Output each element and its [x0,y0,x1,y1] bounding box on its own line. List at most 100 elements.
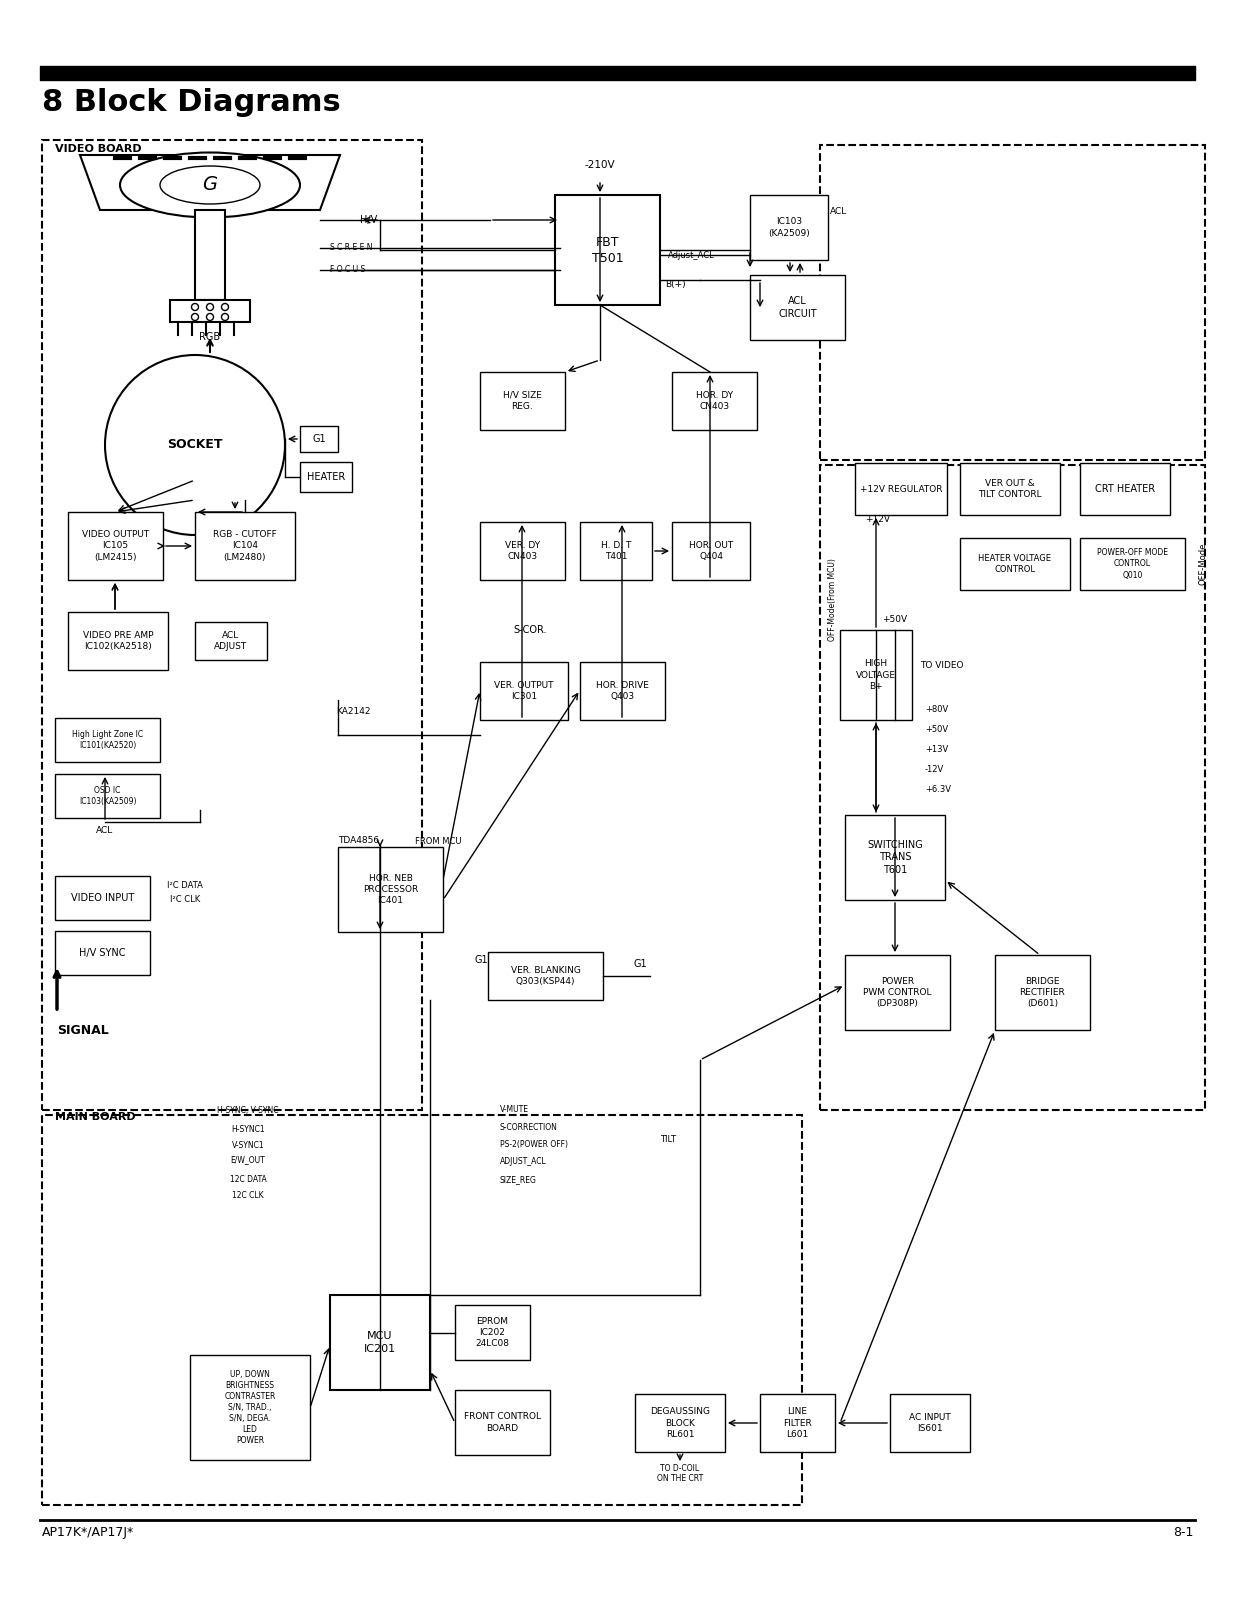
Text: High Light Zone IC
IC101(KA2520): High Light Zone IC IC101(KA2520) [72,730,143,750]
Bar [195,512,295,579]
Text: S-COR.: S-COR. [514,626,547,635]
Text: V-SYNC1: V-SYNC1 [232,1141,264,1149]
Text: VIDEO BOARD: VIDEO BOARD [56,144,142,154]
Text: OFF-Mode: OFF-Mode [1198,542,1207,586]
Circle shape [191,304,199,310]
Text: +50V: +50V [925,725,948,734]
Text: HOR. OUT
Q404: HOR. OUT Q404 [689,541,734,562]
Bar [56,774,161,818]
Text: VER. OUTPUT
IC301: VER. OUTPUT IC301 [494,682,553,701]
Text: ACL: ACL [830,208,847,216]
Circle shape [221,304,228,310]
Bar [760,1394,835,1453]
Bar [855,462,947,515]
Text: VER. DY
CN403: VER. DY CN403 [505,541,540,562]
Text: HIGH
VOLTAGE
B+: HIGH VOLTAGE B+ [856,659,897,691]
Text: +12V REGULATOR: +12V REGULATOR [860,485,942,493]
Bar [195,210,225,301]
Text: MAIN BOARD: MAIN BOARD [56,1112,136,1122]
Bar [480,522,564,579]
Text: FRONT CONTROL
BOARD: FRONT CONTROL BOARD [464,1413,541,1432]
Text: E/W_OUT: E/W_OUT [231,1155,266,1165]
Text: +12V: +12V [866,515,890,525]
Text: AP17K*/AP17J*: AP17K*/AP17J* [42,1526,135,1539]
Text: LINE
FILTER
L601: LINE FILTER L601 [783,1408,811,1438]
Text: VIDEO OUTPUT
IC105
(LM2415): VIDEO OUTPUT IC105 (LM2415) [82,531,149,562]
Bar [750,195,827,259]
Text: IC103
(KA2509): IC103 (KA2509) [768,218,810,237]
Text: HOR. DY
CN403: HOR. DY CN403 [697,390,734,411]
Text: HEATER: HEATER [306,472,345,482]
Text: SOCKET: SOCKET [167,438,222,451]
Text: G1: G1 [474,955,488,965]
Text: -210V: -210V [584,160,615,170]
Text: TDA4856: TDA4856 [338,835,379,845]
Text: PS-2(POWER OFF): PS-2(POWER OFF) [500,1141,568,1149]
Text: FROM MCU: FROM MCU [415,837,461,846]
Text: VER. BLANKING
Q303(KSP44): VER. BLANKING Q303(KSP44) [510,966,580,986]
Bar [454,1390,550,1454]
Bar [480,371,564,430]
Bar [300,426,338,451]
Text: EPROM
IC202
24LC08: EPROM IC202 24LC08 [475,1317,510,1349]
Text: AC INPUT
IS601: AC INPUT IS601 [909,1413,951,1434]
Text: +50V: +50V [883,616,908,624]
Text: ACL
CIRCUIT: ACL CIRCUIT [778,296,816,318]
Text: VIDEO INPUT: VIDEO INPUT [70,893,135,902]
Text: ACL
ADJUST: ACL ADJUST [215,630,248,651]
Circle shape [221,314,228,320]
Text: B(+): B(+) [664,280,685,290]
Text: F O C U S: F O C U S [330,266,366,275]
Circle shape [206,304,214,310]
Text: BRIDGE
RECTIFIER
(D601): BRIDGE RECTIFIER (D601) [1020,978,1066,1008]
Text: MCU
IC201: MCU IC201 [364,1331,396,1354]
Bar [890,1394,969,1453]
Text: H. D. T
T401: H. D. T T401 [600,541,631,562]
Text: RGB - CUTOFF
IC104
(LM2480): RGB - CUTOFF IC104 (LM2480) [214,531,277,562]
Bar [820,146,1205,461]
Bar [960,462,1060,515]
Text: +80V: +80V [925,706,948,715]
Text: Adjust_ACL: Adjust_ACL [668,251,715,259]
Bar [454,1306,530,1360]
Bar [56,877,149,920]
Bar [555,195,659,306]
Text: S-CORRECTION: S-CORRECTION [500,1123,558,1133]
Text: OFF-Mode(From MCU): OFF-Mode(From MCU) [827,558,836,642]
Text: SIZE_REG: SIZE_REG [500,1176,537,1184]
Bar [750,275,845,341]
Circle shape [105,355,285,534]
Bar [488,952,603,1000]
Text: VER OUT &
TILT CONTORL: VER OUT & TILT CONTORL [978,478,1042,499]
Text: ADJUST_ACL: ADJUST_ACL [500,1157,547,1166]
Text: DEGAUSSING
BLOCK
RL601: DEGAUSSING BLOCK RL601 [650,1408,710,1438]
Bar [42,1115,802,1506]
Bar [820,466,1205,1110]
Bar [330,1294,430,1390]
Bar [1079,462,1170,515]
Text: G: G [203,176,217,195]
Text: 12C CLK: 12C CLK [232,1190,264,1200]
Bar [338,846,443,931]
Bar [190,1355,310,1459]
Text: -12V: -12V [925,765,945,774]
Text: FBT
T501: FBT T501 [592,235,624,264]
Bar [170,301,249,322]
Bar [960,538,1070,590]
Text: G1: G1 [312,434,326,443]
Bar [300,462,352,493]
Bar [56,931,149,974]
Text: RGB: RGB [199,333,221,342]
Text: 12C DATA: 12C DATA [230,1176,267,1184]
Text: POWER
PWM CONTROL
(DP308P): POWER PWM CONTROL (DP308P) [863,978,931,1008]
Ellipse shape [120,152,300,218]
Text: OSD IC
IC103(KA2509): OSD IC IC103(KA2509) [79,786,136,806]
Text: CRT HEATER: CRT HEATER [1095,483,1155,494]
Text: S C R E E N: S C R E E N [330,243,373,253]
Bar [68,512,163,579]
Bar [1079,538,1186,590]
Text: ON THE CRT: ON THE CRT [657,1474,703,1483]
Text: POWER-OFF MODE
CONTROL
Q010: POWER-OFF MODE CONTROL Q010 [1097,549,1168,579]
Bar [845,955,950,1030]
Text: I²C CLK: I²C CLK [170,896,200,904]
